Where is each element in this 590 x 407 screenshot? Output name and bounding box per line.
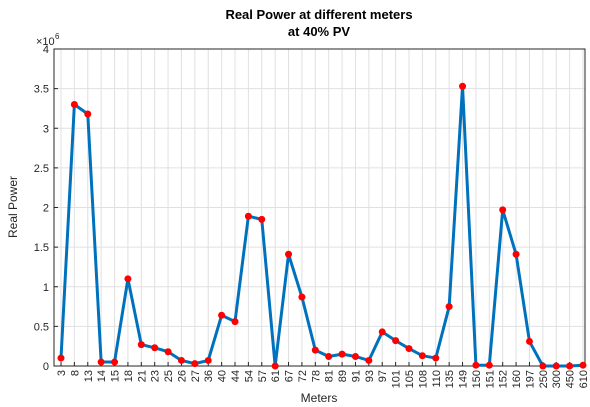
chart-title: Real Power at different meters	[225, 7, 412, 22]
x-tick-label: 27	[190, 370, 202, 382]
x-tick-label: 250	[538, 370, 550, 388]
y-tick-label: 0.5	[34, 321, 49, 333]
data-point	[137, 341, 145, 349]
x-tick-label: 26	[176, 370, 188, 382]
x-tick-label: 150	[471, 370, 483, 388]
x-tick-label: 152	[498, 370, 510, 388]
x-tick-label: 72	[297, 370, 309, 382]
data-point	[285, 250, 293, 258]
data-point	[365, 356, 373, 364]
data-point	[258, 215, 266, 223]
x-tick-label: 101	[391, 370, 403, 388]
data-point	[566, 362, 574, 370]
data-point	[525, 337, 533, 345]
data-point	[70, 100, 78, 108]
data-point	[124, 275, 132, 283]
x-tick-label: 21	[136, 370, 148, 382]
data-point	[57, 354, 65, 362]
data-point	[405, 345, 413, 353]
data-point	[418, 352, 426, 360]
x-axis-label: Meters	[301, 391, 338, 405]
y-tick-label: 0	[43, 361, 49, 373]
data-point	[164, 348, 172, 356]
data-point	[552, 362, 560, 370]
chart-subtitle: at 40% PV	[288, 24, 350, 39]
x-tick-label: 25	[163, 370, 175, 382]
data-point	[485, 361, 493, 369]
x-tick-label: 15	[110, 370, 122, 382]
data-point	[191, 360, 199, 368]
x-tick-label: 57	[257, 370, 269, 382]
data-point	[204, 356, 212, 364]
data-point	[351, 352, 359, 360]
y-tick-label: 2.5	[34, 163, 49, 175]
x-tick-label: 89	[337, 370, 349, 382]
x-tick-label: 54	[243, 370, 255, 382]
x-tick-label: 61	[270, 370, 282, 382]
data-point	[298, 293, 306, 301]
data-point	[579, 361, 587, 369]
x-tick-label: 135	[444, 370, 456, 388]
x-tick-label: 97	[377, 370, 389, 382]
data-point	[177, 356, 185, 364]
x-tick-label: 160	[511, 370, 523, 388]
x-tick-label: 3	[56, 370, 68, 376]
x-tick-label: 13	[83, 370, 95, 382]
data-point	[218, 311, 226, 319]
data-point	[499, 206, 507, 214]
y-axis-label: Real Power	[6, 176, 20, 238]
x-tick-label: 67	[284, 370, 296, 382]
y-tick-label: 3	[43, 123, 49, 135]
x-tick-label: 151	[484, 370, 496, 388]
x-tick-label: 36	[203, 370, 215, 382]
x-tick-label: 110	[431, 370, 443, 388]
data-point	[271, 362, 279, 370]
x-tick-label: 23	[150, 370, 162, 382]
series-line	[59, 84, 584, 368]
x-tick-label: 105	[404, 370, 416, 388]
data-point	[459, 82, 467, 90]
y-tick-label: 3.5	[34, 84, 49, 96]
x-tick-label: 93	[364, 370, 376, 382]
data-point	[445, 303, 453, 311]
y-tick-label: 1	[43, 282, 49, 294]
x-tick-label: 78	[310, 370, 322, 382]
data-point	[311, 346, 319, 354]
x-tick-label: 300	[551, 370, 563, 388]
data-point	[244, 212, 252, 220]
data-point	[111, 358, 119, 366]
data-point	[392, 337, 400, 345]
x-tick-label: 14	[96, 370, 108, 382]
x-tick-label: 81	[324, 370, 336, 382]
y-scale-exponent: 6	[55, 32, 60, 41]
data-point	[338, 350, 346, 358]
x-tick-label: 40	[217, 370, 229, 382]
y-tick-label: 2	[43, 203, 49, 215]
data-point	[231, 318, 239, 326]
x-tick-label: 610	[578, 370, 590, 388]
data-point	[151, 344, 159, 352]
data-point	[432, 354, 440, 362]
x-tick-label: 450	[565, 370, 577, 388]
y-tick-label: 4	[43, 44, 49, 56]
x-tick-label: 8	[69, 370, 81, 376]
x-tick-label: 149	[458, 370, 470, 388]
y-tick-label: 1.5	[34, 242, 49, 254]
x-tick-label: 44	[230, 370, 242, 382]
data-point	[97, 358, 105, 366]
y-scale-base: ×10	[36, 36, 55, 48]
data-point	[84, 110, 92, 118]
axes-box	[53, 48, 586, 367]
data-point	[539, 362, 547, 370]
x-tick-label: 91	[350, 370, 362, 382]
x-tick-label: 108	[417, 370, 429, 388]
x-tick-label: 18	[123, 370, 135, 382]
data-point	[472, 361, 480, 369]
x-tick-label: 197	[524, 370, 536, 388]
data-point	[378, 328, 386, 336]
data-point	[325, 352, 333, 360]
data-point	[512, 250, 520, 258]
